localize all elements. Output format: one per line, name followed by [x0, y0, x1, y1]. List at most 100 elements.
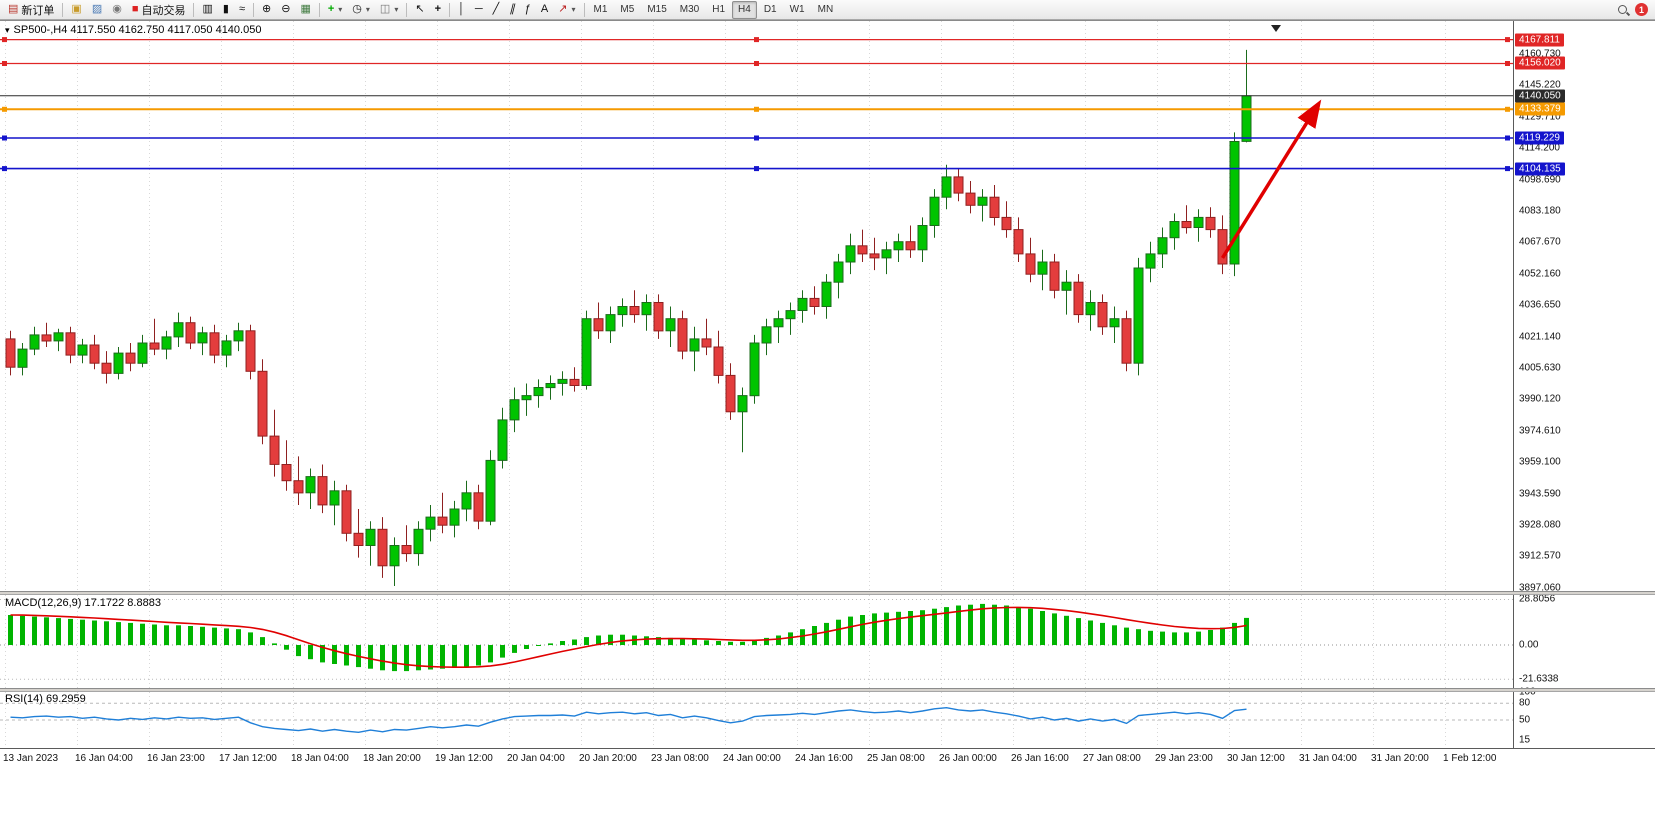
time-axis-label: 25 Jan 08:00	[867, 753, 925, 764]
macd-bar	[1076, 618, 1081, 645]
orange-level-line-handle[interactable]	[1505, 106, 1510, 112]
macd-bar	[1148, 630, 1153, 645]
macd-bar	[968, 604, 973, 645]
candle-9	[113, 352, 124, 374]
notification-badge[interactable]: 1	[1635, 3, 1648, 16]
macd-bar	[1184, 632, 1189, 645]
pane-separator-rsi[interactable]	[0, 688, 1655, 692]
timeframe-D1[interactable]: D1	[763, 4, 777, 15]
zoom-out-button[interactable]: ⊖	[276, 0, 295, 19]
support-line-2-handle[interactable]	[2, 166, 7, 172]
macd-bar	[920, 610, 925, 645]
new-order-button[interactable]: ▤ 新订单	[3, 0, 59, 19]
macd-bar	[704, 640, 709, 645]
orange-level-line-handle[interactable]	[2, 106, 7, 112]
macd-bar	[776, 635, 781, 645]
support-line-1-handle[interactable]	[2, 135, 7, 141]
candle-27	[329, 490, 340, 506]
support-line-2-handle[interactable]	[754, 166, 759, 172]
arrows-button[interactable]: ↗ ▾	[553, 0, 580, 19]
auto-trading-icon: ■	[131, 3, 139, 15]
channel-icon: ∥	[509, 3, 515, 15]
macd-axis-label: -21.6338	[1519, 673, 1559, 685]
vertical-line-button[interactable]: │	[453, 0, 470, 19]
macd-bar	[596, 635, 601, 645]
one-click-trading-toggle[interactable]: ▾	[5, 24, 10, 35]
resistance-line-1-handle[interactable]	[2, 37, 7, 43]
trendline-button[interactable]: ╱	[488, 0, 505, 19]
chart-shift-marker[interactable]	[1271, 25, 1281, 32]
periods-button[interactable]: ◷ ▾	[347, 0, 375, 19]
macd-bar	[140, 623, 145, 645]
candle-80	[965, 192, 976, 206]
time-axis-label: 26 Jan 00:00	[939, 753, 997, 764]
orange-level-line-handle[interactable]	[754, 106, 759, 112]
resistance-line-2-handle[interactable]	[754, 61, 759, 66]
macd-signal-line	[10, 606, 1247, 668]
resistance-line-1-handle[interactable]	[754, 37, 759, 43]
zoom-out-icon: ⊖	[281, 3, 291, 15]
candle-46	[557, 378, 568, 384]
timeframe-M15[interactable]: M15	[647, 4, 667, 15]
timeframe-H1[interactable]: H1	[712, 4, 726, 15]
timeframe-W1[interactable]: W1	[789, 4, 805, 15]
toolbar-separator	[193, 2, 195, 17]
macd-bar	[428, 645, 433, 670]
timeframe-M1[interactable]: M1	[593, 4, 608, 15]
channel-button[interactable]: ∥	[504, 0, 520, 19]
line-chart-icon: ≈	[238, 3, 245, 15]
alerts-button[interactable]: ◉	[107, 0, 127, 19]
macd-bar	[8, 615, 13, 645]
bar-chart-button[interactable]: ▥	[197, 0, 217, 19]
new-chart-button[interactable]: ▣	[66, 0, 86, 19]
timeframe-M30[interactable]: M30	[679, 4, 700, 15]
candle-66	[797, 297, 808, 311]
timeframe-MN[interactable]: MN	[817, 4, 834, 15]
zoom-in-button[interactable]: ⊕	[257, 0, 276, 19]
macd-canvas[interactable]	[0, 595, 1513, 688]
indicators-button[interactable]: + ▾	[323, 0, 347, 19]
time-axis-label: 17 Jan 12:00	[219, 753, 277, 764]
support-line-1-handle[interactable]	[1505, 135, 1510, 141]
auto-trading-button[interactable]: ■ 自动交易	[127, 0, 191, 19]
candle-42	[509, 399, 520, 421]
fibonacci-button[interactable]: ƒ	[520, 0, 536, 19]
macd-bar	[512, 645, 517, 653]
resistance-line-2-handle[interactable]	[1505, 61, 1510, 66]
main-chart-canvas[interactable]	[0, 21, 1513, 591]
price-axis-label: 3943.590	[1519, 488, 1561, 500]
support-line-1-handle[interactable]	[754, 135, 759, 141]
candle-30	[365, 528, 376, 546]
candle-2	[29, 334, 40, 350]
macd-bar	[1100, 622, 1105, 645]
timeframe-M5[interactable]: M5	[620, 4, 635, 15]
candlestick-chart-button[interactable]: ▮	[218, 0, 234, 19]
candle-88	[1061, 281, 1072, 291]
text-button[interactable]: A	[536, 0, 553, 19]
candle-103	[1241, 95, 1252, 142]
pane-separator-macd[interactable]	[0, 591, 1655, 595]
macd-bar	[680, 638, 685, 645]
search-icon[interactable]	[1616, 3, 1630, 17]
line-chart-button[interactable]: ≈	[234, 0, 250, 19]
crosshair-button[interactable]: +	[430, 0, 446, 19]
candle-23	[281, 464, 292, 482]
timeframe-H4[interactable]: H4	[732, 0, 757, 19]
macd-bar	[692, 639, 697, 645]
cursor-button[interactable]: ↖	[410, 0, 429, 19]
support-line-2-handle[interactable]	[1505, 166, 1510, 172]
trend-arrow-annotation[interactable]	[1221, 99, 1322, 259]
templates-button[interactable]: ◫ ▾	[375, 0, 403, 19]
cursor-icon: ↖	[415, 3, 425, 15]
price-axis[interactable]: 4160.730 4145.220 4129.710 4114.200 4098.690…	[1513, 21, 1655, 748]
macd-bar	[728, 641, 733, 645]
time-axis[interactable]: 13 Jan 2023 16 Jan 04:00 16 Jan 23:00 17 Ja…	[0, 748, 1655, 770]
horizontal-line-button[interactable]: ─	[470, 0, 488, 19]
candle-56	[677, 318, 688, 352]
resistance-line-1-handle[interactable]	[1505, 37, 1510, 43]
resistance-line-2-handle[interactable]	[2, 61, 7, 66]
tile-windows-button[interactable]: ▦	[295, 0, 315, 19]
toolbar-separator	[406, 2, 408, 17]
profiles-button[interactable]: ▨	[87, 0, 107, 19]
rsi-canvas[interactable]	[0, 692, 1513, 748]
